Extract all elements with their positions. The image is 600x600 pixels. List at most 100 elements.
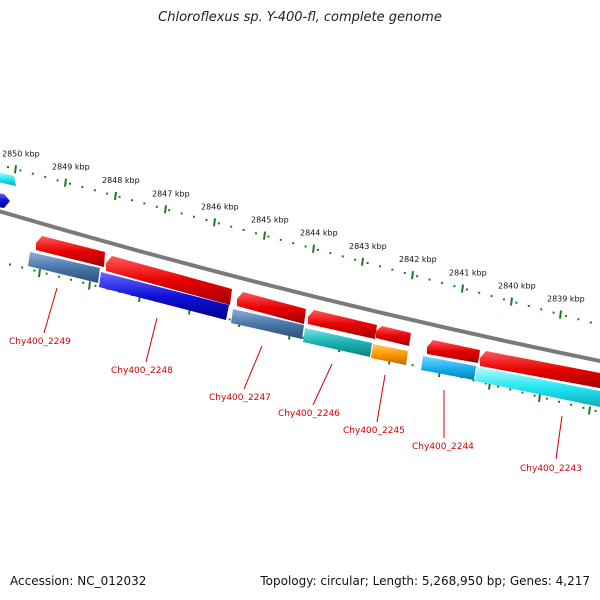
ruler-dot (329, 252, 332, 255)
leader-2246 (312, 363, 333, 406)
ruler-dot (94, 284, 97, 287)
ruler-dot (565, 314, 567, 317)
ruler-dot (509, 388, 512, 391)
ruler-tick (411, 271, 414, 280)
leader-2243 (555, 415, 563, 460)
ruler-dot (193, 215, 195, 218)
ruler-dot (594, 409, 597, 412)
ruler-dot (341, 255, 344, 258)
gene-label: Chy400_2244 (412, 442, 474, 452)
ruler-tick-label: 2849 kbp (52, 163, 90, 172)
ruler-tick-label: 2844 kbp (300, 229, 338, 238)
ruler-dot (292, 242, 295, 245)
ruler-dot (484, 382, 487, 385)
ruler-tick-label: 2839 kbp (547, 295, 585, 304)
leader-2245 (376, 374, 386, 423)
ruler-dot (82, 281, 85, 284)
gene-partial-blue (0, 193, 10, 208)
ruler-dot (31, 172, 34, 175)
ruler-dot (180, 212, 183, 215)
ruler-dot (242, 228, 245, 231)
ruler-dot (106, 192, 109, 195)
ruler-dot (570, 403, 573, 406)
genome-backbone (0, 209, 600, 364)
ruler-dot (118, 195, 121, 198)
ruler-dot (558, 400, 560, 403)
ruler-dot (255, 232, 257, 235)
ruler-dot (70, 278, 72, 281)
gene-steelblue-2247 (231, 309, 304, 339)
ruler-tick (588, 406, 591, 415)
ruler-dot (582, 406, 585, 409)
ruler-dot (497, 385, 499, 388)
ruler-labels: 2850 kbp 2849 kbp 2848 kbp 2847 kbp 2846 kbp… (2, 149, 585, 303)
ruler-tick (263, 231, 266, 240)
ruler-dot (19, 169, 22, 172)
label-leaders (43, 287, 563, 460)
ruler-dot (7, 166, 9, 169)
ruler-dot (33, 269, 36, 272)
gene-label: Chy400_2249 (9, 337, 71, 347)
gene-forward-5 (376, 326, 411, 346)
ruler-tick (461, 284, 464, 293)
ruler-dot (577, 318, 580, 321)
gene-orange-2245 (371, 344, 408, 365)
ruler-tick-label: 2843 kbp (349, 242, 387, 251)
ruler-dot (540, 308, 543, 311)
ruler-tick (213, 218, 216, 227)
leader-2247 (243, 345, 263, 390)
ruler-dot (354, 258, 357, 261)
ruler-dot (81, 185, 84, 188)
ruler-dot (9, 263, 11, 266)
ruler-tick (361, 257, 364, 266)
ruler-dot (317, 248, 319, 251)
ruler-dot (366, 262, 369, 265)
ruler-dot (21, 266, 24, 269)
ruler-dot (478, 291, 481, 294)
ruler-dot (44, 176, 47, 179)
ruler-dot (503, 298, 505, 301)
ruler-ticks-upper (14, 165, 562, 319)
ruler-dot (230, 225, 233, 228)
ruler-dot (465, 288, 468, 291)
gene-cyan-2243 (475, 367, 600, 407)
gene-forward-4 (308, 310, 377, 339)
ruler-dot (533, 394, 536, 397)
ruler-dot (155, 205, 158, 208)
ruler-dot (515, 301, 518, 304)
ruler-tick-label: 2845 kbp (251, 216, 289, 225)
ruler-dot (57, 275, 60, 278)
ruler-dot (279, 238, 282, 241)
gene-forward-7 (480, 351, 600, 389)
ruler-dot (428, 278, 431, 281)
ruler-tick-label: 2847 kbp (152, 189, 190, 198)
ruler-tick (312, 244, 315, 253)
ruler-tick (64, 178, 67, 187)
ruler-tick (38, 268, 41, 278)
ruler-dot (93, 189, 96, 192)
gene-forward-6 (427, 340, 480, 363)
gene-label: Chy400_2245 (343, 426, 405, 436)
ruler-tick (510, 297, 513, 306)
ruler-dot (379, 265, 381, 268)
ruler-dot (168, 209, 171, 212)
gene-sky-2244 (421, 356, 476, 380)
leader-2249 (43, 287, 58, 334)
ruler-dot (301, 336, 304, 339)
gene-blue-2248 (99, 272, 229, 320)
leader-2248 (145, 317, 158, 363)
ruler-dot (545, 397, 548, 400)
ruler-dot (416, 275, 419, 278)
gene-label: Chy400_2248 (111, 366, 173, 376)
ruler-dot (217, 222, 220, 225)
gene-partial-cyan (0, 172, 16, 186)
ruler-dot (131, 199, 133, 202)
gene-steelblue-1 (28, 252, 100, 283)
ruler-tick-label: 2848 kbp (102, 176, 140, 185)
ruler-dot (453, 285, 456, 288)
gene-label: Chy400_2243 (520, 464, 582, 474)
ruler-dot (521, 391, 524, 394)
ruler-dot (441, 281, 443, 284)
ruler-dot (472, 379, 475, 382)
